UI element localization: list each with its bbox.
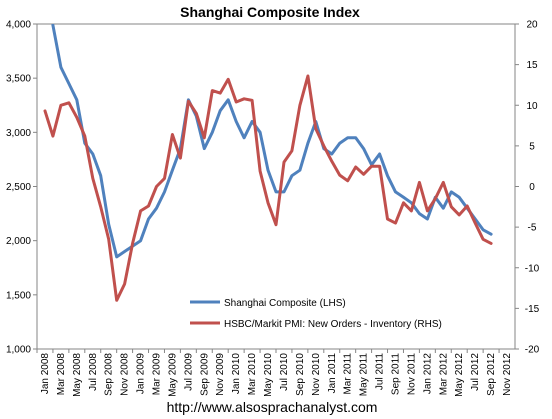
- x-axis-tick-label: May 2010: [263, 353, 274, 397]
- x-axis-tick-label: Sep 2012: [486, 353, 497, 396]
- chart-title: Shanghai Composite Index: [180, 4, 360, 20]
- x-axis-tick-label: Nov 2012: [502, 353, 513, 396]
- left-axis-tick-label: 1,000: [6, 345, 31, 356]
- x-axis-tick-label: Mar 2008: [56, 353, 67, 396]
- x-axis-tick-label: Jan 2010: [231, 353, 242, 395]
- x-axis-tick-label: Jan 2009: [136, 353, 147, 395]
- x-axis-tick-label: Nov 2008: [120, 353, 131, 396]
- x-axis-tick-label: Nov 2011: [406, 353, 417, 396]
- right-axis-tick-label: -10: [525, 263, 540, 274]
- right-axis-tick-label: 5: [529, 141, 535, 152]
- x-axis-tick-label: Jul 2012: [470, 353, 481, 391]
- series-layer: [43, 24, 493, 302]
- x-axis-tick-label: Mar 2009: [152, 353, 163, 396]
- legend-label-shanghai: Shanghai Composite (LHS): [224, 298, 346, 309]
- legend: Shanghai Composite (LHS) HSBC/Markit PMI…: [190, 298, 442, 330]
- left-axis: 1,000 1,500 2,000 2,500 3,000 3,500 4,000: [6, 20, 37, 356]
- x-axis-tick-label: Jul 2010: [279, 353, 290, 391]
- x-axis-tick-label: May 2011: [359, 353, 370, 397]
- x-axis-tick-label: May 2008: [72, 353, 83, 397]
- x-axis-tick-label: Jul 2011: [375, 353, 386, 391]
- x-axis-tick-label: Jan 2012: [422, 353, 433, 395]
- left-axis-tick-label: 4,000: [6, 20, 31, 31]
- left-axis-tick-label: 2,500: [6, 182, 31, 193]
- legend-label-pmi: HSBC/Markit PMI: New Orders - Inventory …: [224, 319, 442, 330]
- x-axis-tick-label: Nov 2010: [311, 353, 322, 396]
- x-axis-tick-label: Jul 2008: [88, 353, 99, 391]
- x-axis-tick-label: May 2009: [167, 353, 178, 397]
- x-axis-tick-label: Mar 2010: [247, 353, 258, 396]
- right-axis-tick-label: -5: [528, 223, 537, 234]
- x-axis-tick-label: Nov 2009: [215, 353, 226, 396]
- x-axis-tick-label: Mar 2012: [438, 353, 449, 396]
- x-axis-tick-label: Sep 2008: [104, 353, 115, 396]
- right-axis-tick-label: 15: [526, 60, 538, 71]
- right-axis-tick-label: 10: [526, 101, 538, 112]
- right-axis-tick-label: 0: [529, 182, 535, 193]
- x-axis-tick-label: Sep 2010: [295, 353, 306, 396]
- right-axis-tick-label: 20: [526, 20, 538, 31]
- left-axis-tick-label: 3,500: [6, 74, 31, 85]
- x-axis-tick-label: Jul 2009: [183, 353, 194, 391]
- right-axis-tick-label: -20: [525, 345, 540, 356]
- x-axis-tick-label: Jan 2011: [327, 353, 338, 394]
- x-axis: Jan 2008 Mar 2008 May 2008 Jul 2008 Sep 2008…: [36, 349, 513, 397]
- x-axis-tick-label: Mar 2011: [343, 353, 354, 395]
- series-line-shanghai-composite: [51, 24, 493, 259]
- series-line-pmi-new-orders-inventory: [43, 74, 493, 302]
- x-axis-tick-label: May 2012: [454, 353, 465, 397]
- watermark-url: http://www.alsosprachanalyst.com: [167, 399, 378, 415]
- x-axis-tick-label: Sep 2011: [391, 353, 402, 396]
- x-axis-tick-label: Sep 2009: [199, 353, 210, 396]
- left-axis-tick-label: 2,000: [6, 236, 31, 247]
- x-axis-tick-label: Jan 2008: [40, 353, 51, 395]
- left-axis-tick-label: 1,500: [6, 290, 31, 301]
- left-axis-tick-label: 3,000: [6, 128, 31, 139]
- right-axis: -20 -15 -10 -5 0 5 10 15 20: [515, 20, 540, 356]
- right-axis-tick-label: -15: [525, 304, 540, 315]
